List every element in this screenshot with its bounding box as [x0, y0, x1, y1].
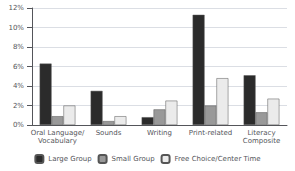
- svg-text:8%: 8%: [13, 43, 24, 51]
- svg-text:Free Choice/Center Time: Free Choice/Center Time: [175, 155, 261, 163]
- svg-text:Vocabulary: Vocabulary: [38, 137, 77, 145]
- svg-text:0%: 0%: [13, 121, 24, 129]
- svg-text:6%: 6%: [13, 63, 24, 71]
- svg-text:12%: 12%: [8, 4, 24, 12]
- svg-text:Large Group: Large Group: [48, 155, 92, 163]
- svg-text:10%: 10%: [8, 24, 24, 32]
- svg-text:Composite: Composite: [243, 137, 280, 145]
- svg-text:Literacy: Literacy: [247, 129, 275, 137]
- svg-text:4%: 4%: [13, 82, 24, 90]
- svg-text:Print-related: Print-related: [189, 129, 232, 137]
- svg-text:2%: 2%: [13, 102, 24, 110]
- svg-text:Writing: Writing: [147, 129, 172, 137]
- svg-text:Sounds: Sounds: [96, 129, 122, 137]
- svg-text:Oral Language/: Oral Language/: [31, 129, 85, 137]
- svg-text:Small Group: Small Group: [112, 155, 156, 163]
